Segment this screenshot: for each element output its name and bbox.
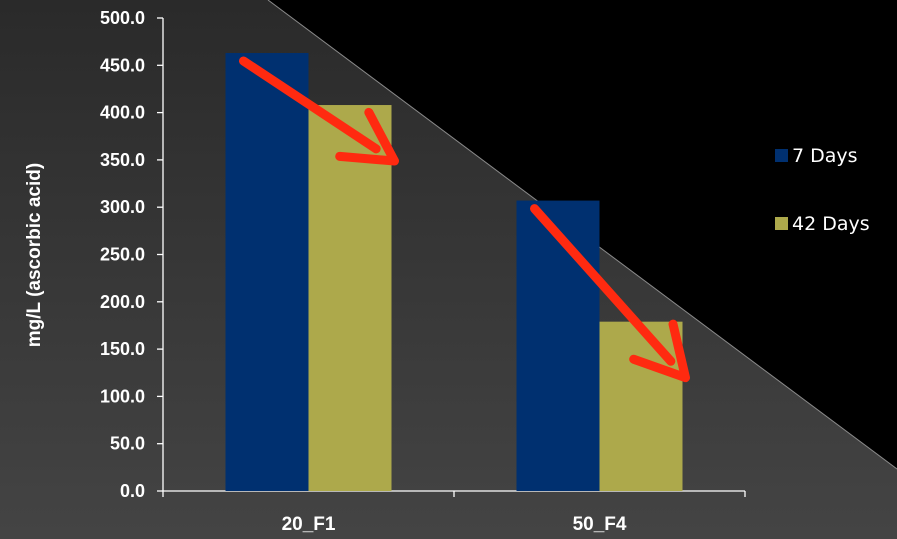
bar-42-days-50_f4 <box>599 321 683 491</box>
y-tick-label: 150.0 <box>100 339 145 359</box>
y-tick-label: 250.0 <box>100 245 145 265</box>
y-tick-label: 200.0 <box>100 292 145 312</box>
legend-label: 7 Days <box>792 145 858 167</box>
legend-swatch <box>775 149 788 162</box>
plot-area: 0.0 50.0 100.0 150.0 200.0 250.0 300.0 350.0 400… <box>24 8 746 535</box>
y-axis-title: mg/L (ascorbic acid) <box>24 163 45 347</box>
bar-7-days-20_f1 <box>225 53 309 491</box>
trend-arrow-shaft <box>530 204 676 366</box>
bar-42-days-20_f1 <box>308 105 392 492</box>
y-tick-label: 0.0 <box>120 481 145 501</box>
trend-arrow <box>239 56 399 166</box>
y-tick-label: 300.0 <box>100 197 145 217</box>
y-tick-label: 400.0 <box>100 103 145 123</box>
x-tick-label: 50_F4 <box>573 514 627 535</box>
y-tick-label: 350.0 <box>100 150 145 170</box>
bar-7-days-50_f4 <box>516 200 600 491</box>
trend-arrow <box>530 204 690 383</box>
y-tick-label: 100.0 <box>100 386 145 406</box>
y-tick-label: 50.0 <box>110 434 145 454</box>
legend-swatch <box>775 217 788 230</box>
trend-arrow-shaft <box>239 56 381 154</box>
y-tick-label: 450.0 <box>100 55 145 75</box>
trend-arrow-head <box>629 319 690 383</box>
x-tick-label: 20_F1 <box>282 514 336 535</box>
legend: 7 Days 42 Days <box>775 145 870 235</box>
legend-label: 42 Days <box>792 213 870 235</box>
trend-arrow-head <box>335 107 399 166</box>
y-tick-label: 500.0 <box>100 8 145 28</box>
